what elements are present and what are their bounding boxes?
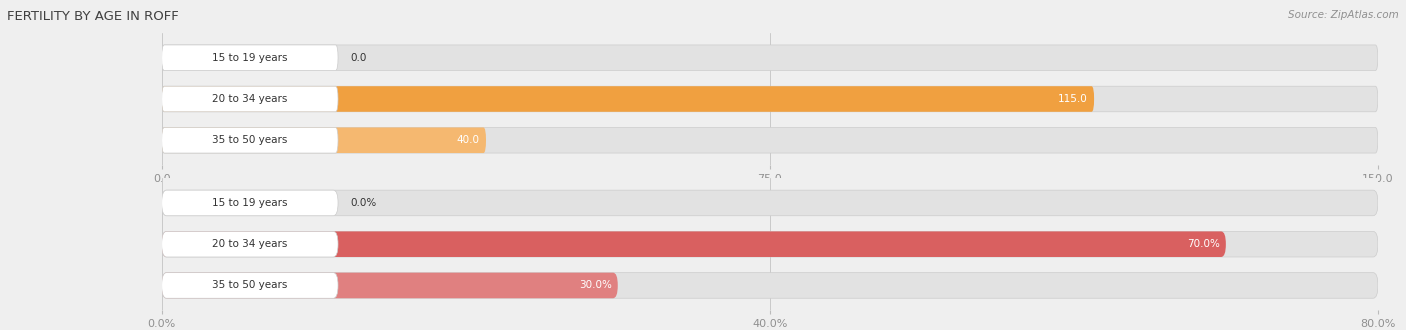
FancyBboxPatch shape xyxy=(162,86,1094,112)
FancyBboxPatch shape xyxy=(162,190,1378,216)
Text: 115.0: 115.0 xyxy=(1059,94,1088,104)
FancyBboxPatch shape xyxy=(162,86,1378,112)
Text: 20 to 34 years: 20 to 34 years xyxy=(212,94,288,104)
FancyBboxPatch shape xyxy=(162,86,337,112)
Text: 35 to 50 years: 35 to 50 years xyxy=(212,280,288,290)
FancyBboxPatch shape xyxy=(162,231,1378,257)
Text: Source: ZipAtlas.com: Source: ZipAtlas.com xyxy=(1288,10,1399,20)
Text: FERTILITY BY AGE IN ROFF: FERTILITY BY AGE IN ROFF xyxy=(7,10,179,23)
Text: 15 to 19 years: 15 to 19 years xyxy=(212,198,288,208)
Text: 70.0%: 70.0% xyxy=(1187,239,1220,249)
Text: 0.0: 0.0 xyxy=(350,53,367,63)
FancyBboxPatch shape xyxy=(162,45,337,71)
FancyBboxPatch shape xyxy=(162,231,337,257)
FancyBboxPatch shape xyxy=(162,231,1226,257)
FancyBboxPatch shape xyxy=(162,190,337,216)
Text: 15 to 19 years: 15 to 19 years xyxy=(212,53,288,63)
FancyBboxPatch shape xyxy=(162,273,617,298)
FancyBboxPatch shape xyxy=(162,127,337,153)
Text: 40.0: 40.0 xyxy=(457,135,479,145)
FancyBboxPatch shape xyxy=(162,127,1378,153)
Text: 0.0%: 0.0% xyxy=(350,198,377,208)
Text: 35 to 50 years: 35 to 50 years xyxy=(212,135,288,145)
FancyBboxPatch shape xyxy=(162,273,1378,298)
FancyBboxPatch shape xyxy=(162,273,337,298)
FancyBboxPatch shape xyxy=(162,45,1378,71)
FancyBboxPatch shape xyxy=(162,127,486,153)
Text: 20 to 34 years: 20 to 34 years xyxy=(212,239,288,249)
Text: 30.0%: 30.0% xyxy=(579,280,612,290)
